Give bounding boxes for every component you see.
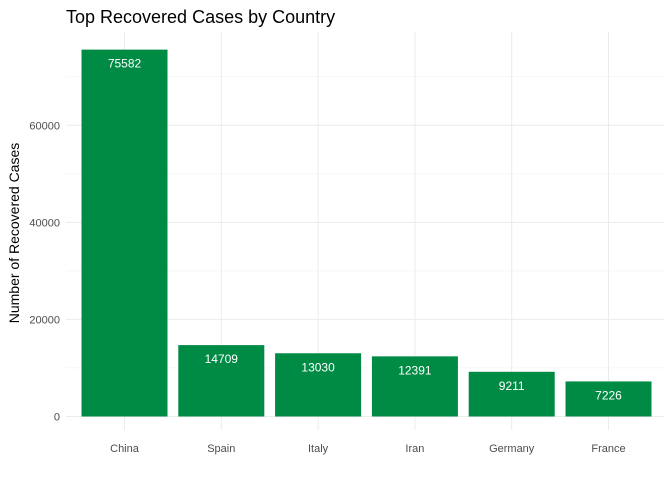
y-tick-label: 40000 [29, 217, 60, 229]
x-axis-ticks: China Spain Italy Iran Germany France [110, 443, 626, 455]
bar-iran [371, 356, 458, 417]
data-label-iran: 12391 [398, 363, 432, 377]
bar-china [81, 49, 168, 417]
x-tick-label: Italy [308, 443, 329, 455]
data-labels: 75582 14709 13030 12391 9211 7226 [108, 57, 622, 403]
chart-title: Top Recovered Cases by Country [66, 7, 335, 27]
data-label-china: 75582 [108, 57, 142, 71]
x-tick-label: Spain [207, 443, 235, 455]
data-label-spain: 14709 [205, 352, 239, 366]
bar-spain [178, 345, 265, 417]
y-axis-label: Number of Recovered Cases [6, 143, 22, 324]
y-axis-ticks: 0 20000 40000 60000 [29, 120, 60, 423]
x-tick-label: China [110, 443, 140, 455]
x-tick-label: Germany [489, 443, 535, 455]
bar-italy [275, 353, 362, 417]
y-tick-label: 60000 [29, 120, 60, 132]
data-label-germany: 9211 [499, 379, 525, 393]
y-tick-label: 0 [54, 412, 60, 424]
data-label-italy: 13030 [301, 360, 335, 374]
bar-france [565, 381, 652, 417]
bar-germany [468, 371, 555, 417]
x-tick-label: France [591, 443, 625, 455]
x-tick-label: Iran [405, 443, 424, 455]
data-label-france: 7226 [595, 388, 622, 402]
y-tick-label: 20000 [29, 314, 60, 326]
bars [81, 49, 652, 417]
